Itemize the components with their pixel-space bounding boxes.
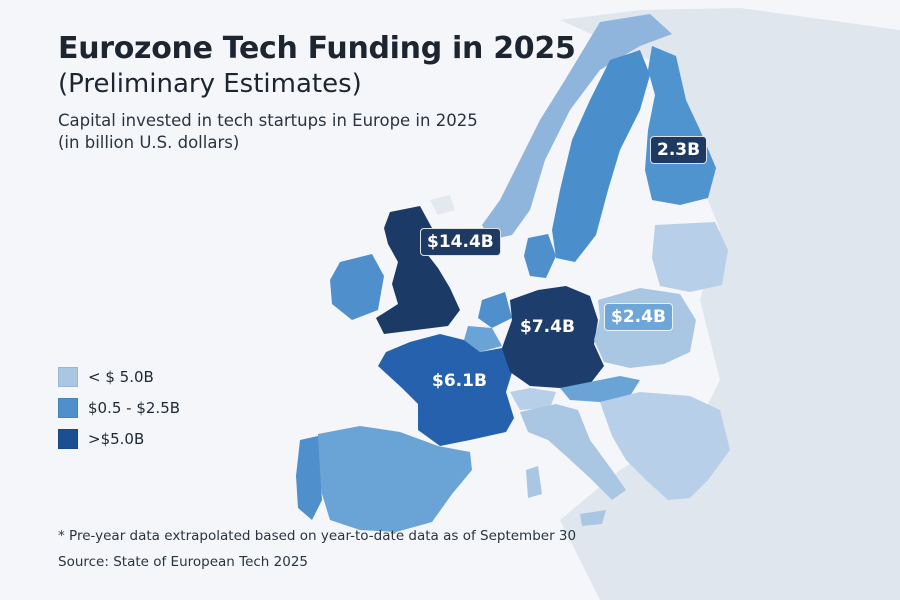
legend-label-high: >$5.0B <box>88 430 145 448</box>
region-spain <box>318 426 472 532</box>
region-czech-austria <box>560 376 640 402</box>
region-belgium <box>464 326 502 352</box>
region-sardinia <box>526 466 542 498</box>
region-switzerland <box>510 388 556 410</box>
description-line-2: (in billion U.S. dollars) <box>58 133 240 152</box>
value-label-uk: $14.4B <box>420 228 501 256</box>
region-balkans <box>600 392 730 500</box>
title-block: Eurozone Tech Funding in 2025 (Prelimina… <box>58 30 576 100</box>
legend-item: < $ 5.0B <box>58 366 180 388</box>
region-finland <box>645 46 716 205</box>
eastern-europe-landmass <box>560 8 900 600</box>
legend-item: >$5.0B <box>58 428 180 450</box>
region-sweden <box>552 50 650 262</box>
source-note: Source: State of European Tech 2025 <box>58 554 309 570</box>
value-label-finland: 2.3B <box>650 136 708 164</box>
faroe-region <box>430 195 455 215</box>
region-netherlands <box>478 292 512 328</box>
page-title: Eurozone Tech Funding in 2025 <box>58 31 576 66</box>
legend-label-mid: $0.5 - $2.5B <box>88 399 181 417</box>
footnote: * Pre-year data extrapolated based on ye… <box>58 528 577 544</box>
legend-item: $0.5 - $2.5B <box>58 397 180 419</box>
legend-label-low: < $ 5.0B <box>88 368 154 386</box>
region-italy <box>520 404 626 500</box>
description-line-1: Capital invested in tech startups in Eur… <box>58 111 478 130</box>
region-united-kingdom <box>376 206 460 334</box>
region-ireland <box>330 254 384 320</box>
region-norway <box>482 14 672 240</box>
page-subtitle: (Preliminary Estimates) <box>58 69 362 99</box>
region-baltics <box>652 222 728 292</box>
description: Capital invested in tech startups in Eur… <box>58 110 478 154</box>
value-label-poland: $2.4B <box>604 303 673 331</box>
value-label-germany: $7.4B <box>514 314 581 340</box>
legend-swatch-mid <box>58 398 78 418</box>
legend-swatch-low <box>58 367 78 387</box>
value-label-france: $6.1B <box>426 368 493 394</box>
legend: < $ 5.0B $0.5 - $2.5B >$5.0B <box>58 366 180 459</box>
region-portugal <box>296 436 322 520</box>
region-sicily <box>580 510 606 526</box>
region-denmark <box>524 234 556 278</box>
legend-swatch-high <box>58 429 78 449</box>
